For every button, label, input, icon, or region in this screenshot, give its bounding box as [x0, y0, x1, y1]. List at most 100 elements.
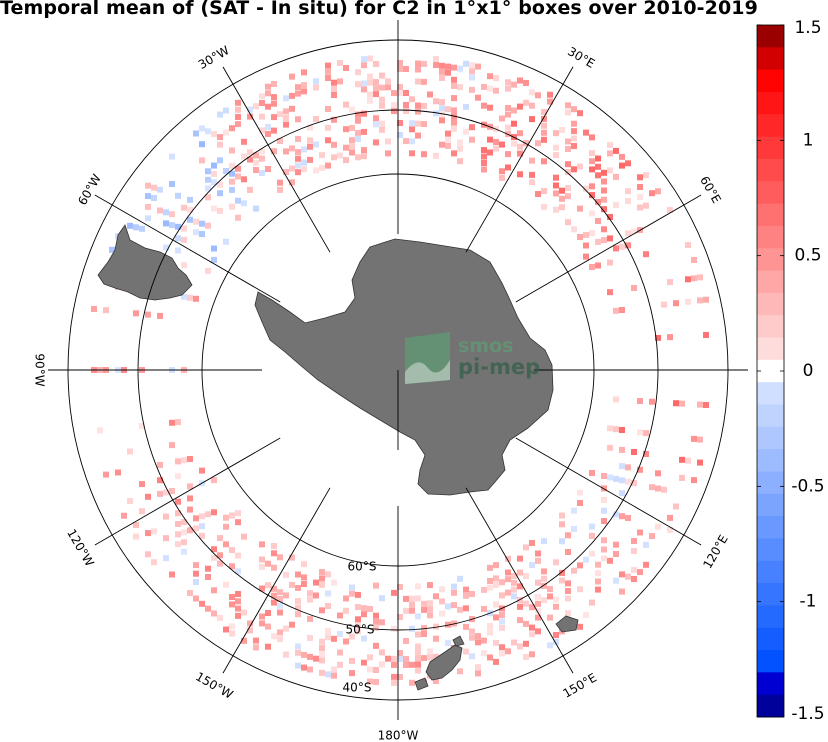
data-cell: [577, 489, 583, 496]
data-cell: [505, 105, 511, 111]
data-cell: [283, 155, 289, 162]
data-cell: [307, 666, 313, 673]
data-cell: [487, 85, 493, 92]
data-cell: [517, 171, 523, 178]
data-cell: [643, 202, 649, 209]
data-cell: [571, 166, 577, 173]
data-cell: [535, 607, 541, 614]
data-cell: [649, 484, 655, 491]
data-cell: [589, 134, 595, 141]
data-cell: [553, 589, 559, 596]
data-cell: [361, 605, 367, 612]
data-cell: [433, 653, 439, 660]
data-cell: [229, 512, 235, 519]
data-cell: [199, 532, 205, 539]
data-cell: [433, 152, 439, 159]
data-cell: [373, 618, 379, 625]
data-cell: [553, 174, 559, 181]
data-cell: [625, 464, 631, 471]
data-cell: [409, 595, 415, 602]
data-cell: [199, 467, 205, 474]
data-cell: [151, 184, 157, 191]
data-cell: [427, 612, 433, 619]
data-cell: [397, 84, 403, 90]
data-cell: [193, 189, 199, 196]
data-cell: [613, 396, 619, 403]
data-cell: [505, 576, 511, 583]
data-cell: [343, 638, 349, 645]
data-cell: [571, 507, 577, 514]
data-cell: [445, 63, 451, 70]
data-cell: [481, 637, 487, 644]
data-cell: [265, 560, 271, 567]
data-cell: [175, 498, 181, 505]
data-cell: [319, 569, 325, 576]
data-cell: [163, 555, 169, 562]
data-cell: [571, 567, 577, 574]
data-cell: [223, 514, 229, 521]
longitude-label: 150°W: [193, 669, 235, 702]
data-cell: [181, 457, 187, 464]
data-cell: [295, 169, 301, 176]
data-cell: [139, 423, 145, 430]
data-cell: [601, 196, 607, 203]
data-cell: [307, 641, 313, 648]
data-cell: [487, 660, 493, 667]
data-cell: [631, 228, 637, 235]
data-cell: [235, 197, 241, 204]
data-cell: [391, 625, 397, 632]
data-cell: [211, 256, 217, 263]
data-cell: [151, 195, 157, 201]
data-cell: [649, 398, 655, 405]
data-cell: [493, 639, 499, 646]
data-cell: [613, 173, 619, 180]
data-cell: [337, 661, 343, 668]
data-cell: [499, 650, 505, 657]
data-cell: [469, 74, 475, 81]
data-cell: [529, 116, 535, 123]
data-cell: [169, 488, 175, 494]
data-cell: [439, 56, 445, 63]
data-cell: [361, 153, 367, 160]
data-cell: [577, 586, 583, 593]
data-cell: [523, 80, 529, 86]
data-cell: [355, 154, 361, 161]
data-cell: [169, 171, 175, 178]
data-cell: [247, 149, 253, 156]
data-cell: [373, 624, 379, 631]
data-cell: [313, 116, 319, 122]
data-cell: [157, 186, 163, 193]
data-cell: [217, 615, 223, 621]
data-cell: [319, 651, 325, 658]
latitude-label: 60°S: [348, 560, 377, 574]
data-cell: [643, 451, 649, 457]
data-cell: [361, 677, 367, 684]
data-cell: [589, 210, 595, 217]
data-cell: [535, 550, 541, 557]
data-cell: [193, 130, 199, 137]
data-cell: [463, 128, 469, 135]
data-cell: [601, 555, 607, 562]
data-cell: [301, 69, 307, 76]
data-cell: [277, 582, 283, 589]
data-cell: [565, 505, 571, 512]
data-cell: [259, 148, 265, 155]
data-cell: [703, 332, 709, 338]
data-cell: [643, 251, 649, 258]
data-cell: [433, 623, 439, 630]
data-cell: [259, 113, 265, 120]
data-cell: [361, 611, 367, 618]
data-cell: [463, 592, 469, 599]
data-cell: [295, 162, 301, 169]
data-cell: [289, 145, 295, 152]
meridian-line: [94, 194, 281, 303]
data-cell: [409, 150, 415, 157]
data-cell: [331, 672, 337, 679]
data-cell: [265, 166, 271, 172]
data-cell: [157, 490, 163, 497]
data-cell: [181, 262, 187, 269]
data-cell: [289, 554, 295, 561]
data-cell: [355, 604, 361, 611]
data-cell: [109, 246, 115, 253]
data-cell: [601, 546, 607, 553]
